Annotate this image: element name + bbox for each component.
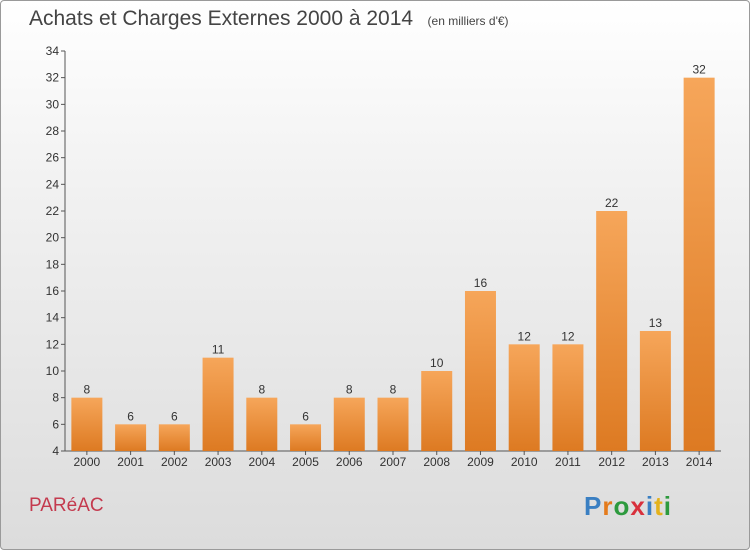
bar-2004 <box>246 397 278 451</box>
x-tick-label: 2013 <box>642 455 669 469</box>
y-tick-label: 34 <box>46 44 60 58</box>
logo-letter: x <box>630 491 646 521</box>
logo-letter: t <box>654 491 664 521</box>
chart-unit: (en milliers d'€) <box>427 14 509 28</box>
bars: 8 6 6 11 8 6 8 8 10 16 12 12 22 13 32 <box>71 63 715 452</box>
y-tick-label: 26 <box>46 151 60 165</box>
bar-2011 <box>552 344 584 451</box>
proxiti-logo[interactable]: Proxiti <box>584 491 672 522</box>
y-tick-label: 32 <box>46 71 60 85</box>
chart-title-block: Achats et Charges Externes 2000 à 2014 (… <box>29 7 509 31</box>
bar-value-label: 8 <box>390 383 397 397</box>
x-axis: 2000 2001 2002 2003 2004 2005 2006 2007 2008 2009… <box>65 450 721 469</box>
bar-value-label: 13 <box>649 316 663 330</box>
bar-2000 <box>71 397 103 451</box>
x-tick-label: 2003 <box>205 455 232 469</box>
bar-value-label: 6 <box>171 409 178 423</box>
y-tick-label: 30 <box>46 97 60 111</box>
bar-value-label: 11 <box>212 343 225 357</box>
bar-value-label: 10 <box>430 356 444 370</box>
x-tick-label: 2014 <box>686 455 713 469</box>
y-tick-label: 4 <box>52 444 59 458</box>
y-tick-label: 6 <box>52 417 59 431</box>
y-tick-label: 22 <box>46 204 60 218</box>
y-tick-label: 16 <box>46 284 60 298</box>
y-tick-label: 14 <box>46 311 60 325</box>
y-tick-label: 24 <box>46 177 60 191</box>
logo-letter: r <box>602 491 614 521</box>
x-tick-label: 2004 <box>248 455 275 469</box>
commune-name: PARéAC <box>29 495 104 516</box>
x-tick-label: 2012 <box>598 455 625 469</box>
bar-2013 <box>639 331 671 451</box>
x-tick-label: 2001 <box>117 455 144 469</box>
bar-2006 <box>333 397 365 451</box>
bar-value-label: 32 <box>692 63 706 77</box>
bar-2003 <box>202 357 234 451</box>
y-tick-label: 8 <box>52 391 59 405</box>
bar-2010 <box>508 344 540 451</box>
x-tick-label: 2009 <box>467 455 494 469</box>
x-tick-label: 2010 <box>511 455 538 469</box>
y-tick-label: 20 <box>46 231 60 245</box>
bar-2001 <box>115 424 147 451</box>
y-tick-label: 18 <box>46 257 60 271</box>
bar-2012 <box>596 211 628 451</box>
logo-letter: P <box>584 491 603 521</box>
y-axis: 4 6 8 10 12 14 16 18 20 22 24 26 28 30 32 34 <box>46 44 66 458</box>
bar-2008 <box>421 371 453 451</box>
bar-value-label: 8 <box>84 383 91 397</box>
logo-letter: o <box>613 491 631 521</box>
bar-value-label: 8 <box>258 383 265 397</box>
bar-value-label: 8 <box>346 383 353 397</box>
chart-title: Achats et Charges Externes 2000 à 2014 <box>29 7 414 30</box>
bar-2014 <box>683 77 715 452</box>
y-tick-label: 10 <box>46 364 60 378</box>
bar-value-label: 22 <box>605 196 619 210</box>
bar-value-label: 12 <box>561 329 575 343</box>
bar-value-label: 12 <box>518 329 532 343</box>
x-tick-label: 2002 <box>161 455 188 469</box>
x-tick-label: 2000 <box>74 455 101 469</box>
bar-2005 <box>290 424 322 451</box>
bar-2002 <box>158 424 190 451</box>
bar-2007 <box>377 397 409 451</box>
x-tick-label: 2008 <box>423 455 450 469</box>
y-tick-label: 28 <box>46 124 60 138</box>
x-tick-label: 2006 <box>336 455 363 469</box>
bar-value-label: 6 <box>127 409 134 423</box>
logo-letter: i <box>663 491 672 521</box>
x-tick-label: 2007 <box>380 455 407 469</box>
bar-value-label: 6 <box>302 409 309 423</box>
bar-2009 <box>464 291 496 451</box>
x-tick-label: 2005 <box>292 455 319 469</box>
logo-letter: i <box>645 491 655 521</box>
x-tick-label: 2011 <box>555 455 581 469</box>
bar-value-label: 16 <box>474 276 488 290</box>
y-tick-label: 12 <box>46 337 60 351</box>
